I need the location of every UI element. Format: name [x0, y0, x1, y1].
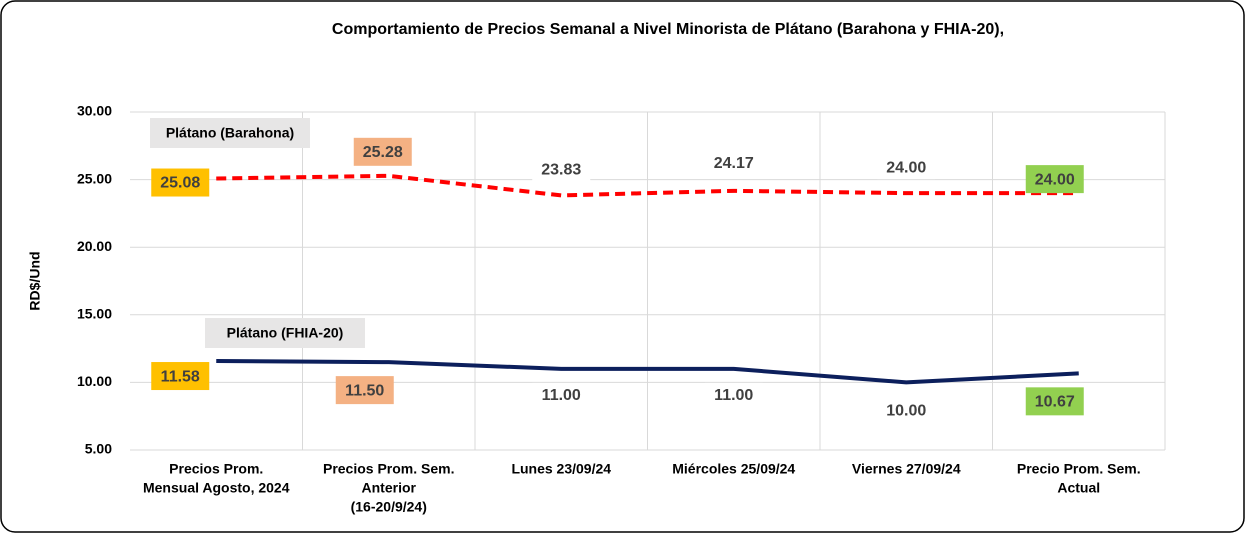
- data-label-box: [335, 376, 394, 405]
- chart-title: Comportamiento de Precios Semanal a Nive…: [332, 21, 1004, 38]
- y-tick-label: 30.00: [77, 103, 112, 119]
- data-label: 11.00: [714, 387, 753, 404]
- x-tick-label: Anterior: [362, 480, 417, 496]
- y-axis-label: RD$/Und: [27, 251, 43, 310]
- data-label-box: [151, 168, 210, 197]
- x-tick-label: Precios Prom. Sem.: [323, 461, 455, 477]
- x-tick-label: (16-20/9/24): [351, 499, 427, 515]
- data-label-box: [353, 137, 412, 166]
- data-label: 25.08: [160, 175, 200, 192]
- x-tick-label: Miércoles 25/09/24: [672, 461, 795, 477]
- series-line: [216, 359, 1079, 385]
- data-label-box: [1025, 387, 1084, 416]
- data-label: 24.00: [886, 159, 926, 176]
- x-tick-label: Precio Prom. Sem.: [1017, 461, 1141, 477]
- legend-box: [205, 318, 365, 348]
- x-tick-label: Actual: [1057, 480, 1100, 496]
- y-tick-label: 5.00: [85, 441, 112, 457]
- data-label: 24.17: [714, 155, 754, 172]
- x-tick-label: Viernes 27/09/24: [852, 461, 961, 477]
- data-label-box: [704, 382, 763, 407]
- y-tick-label: 15.00: [77, 306, 112, 322]
- data-label: 24.00: [1035, 171, 1075, 188]
- y-tick-label: 25.00: [77, 170, 112, 186]
- data-label-box: [877, 398, 936, 423]
- data-label: 25.28: [363, 144, 403, 161]
- data-label: 10.00: [886, 403, 926, 420]
- data-label: 11.58: [161, 368, 200, 385]
- data-label-box: [877, 155, 936, 180]
- data-label-box: [1025, 165, 1084, 194]
- x-tick-label: Precios Prom.: [169, 461, 263, 477]
- x-tick-label: Mensual Agosto, 2024: [143, 480, 290, 496]
- data-label-box: [704, 150, 763, 175]
- legend-box: [150, 118, 310, 148]
- data-label-box: [151, 362, 210, 391]
- data-label: 11.00: [542, 387, 581, 404]
- data-label-box: [532, 157, 591, 182]
- data-label: 11.50: [345, 382, 384, 399]
- legend-label: Plátano (Barahona): [166, 125, 294, 141]
- data-label: 10.67: [1035, 394, 1075, 411]
- x-tick-label: Lunes 23/09/24: [511, 461, 611, 477]
- series-line: [216, 173, 1079, 198]
- data-label: 23.83: [541, 162, 581, 179]
- y-tick-label: 20.00: [77, 238, 112, 254]
- legend-label: Plátano (FHIA-20): [227, 325, 344, 341]
- data-label-box: [532, 382, 591, 407]
- y-tick-label: 10.00: [77, 373, 112, 389]
